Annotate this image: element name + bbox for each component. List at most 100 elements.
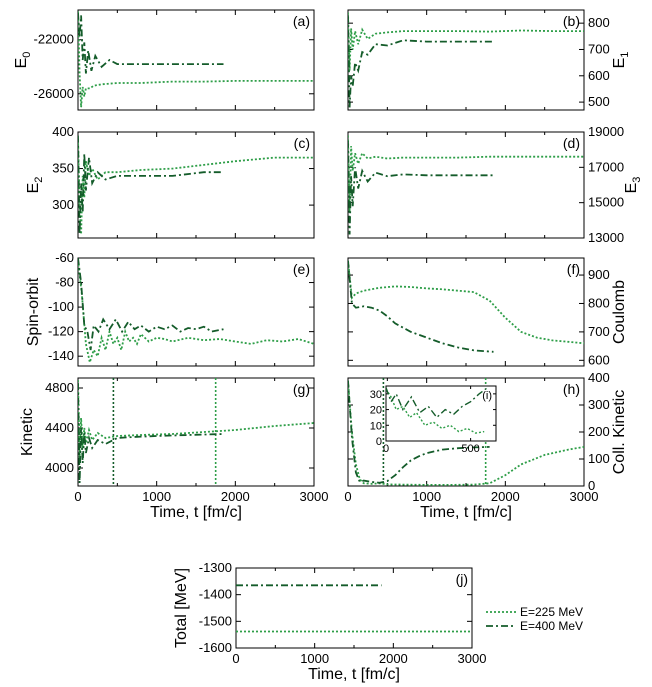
y-axis-label: E1 — [611, 52, 631, 69]
series-line-e225 — [348, 380, 584, 486]
y-axis-label: E3 — [623, 177, 643, 194]
series-group — [78, 258, 314, 366]
panel-label: (h) — [563, 381, 580, 397]
series-group — [348, 380, 584, 486]
y-tick-label: 400 — [52, 124, 74, 139]
y-axis-label-sub: 3 — [631, 177, 643, 183]
chart-panel-a: -26000 -22000 (a) E0 — [13, 9, 315, 111]
x-axis-label: Time, t [fm/c] — [420, 504, 512, 521]
chart-panel-b: 500 600 700 800 (b) E1 — [347, 9, 631, 111]
plot-frame — [347, 131, 585, 239]
chart-panel-j: -1600 -1500 -1400 -1300 0 1000 2000 3000 (j) Tota… — [173, 560, 583, 683]
plot-frame — [347, 9, 585, 111]
y-axis-label-main: E — [13, 58, 30, 69]
chart-panel-c: 300 350 400 (c) E2 — [25, 124, 315, 239]
y-axis-label-main: Total [MeV] — [173, 568, 190, 648]
x-tick-label: 1000 — [142, 489, 171, 504]
y-axis-label: Total [MeV] — [173, 568, 190, 648]
y-axis-label: E2 — [25, 177, 45, 194]
y-tick-label: 800 — [588, 295, 610, 310]
series-line-e400 — [78, 135, 224, 235]
panel-label: (c) — [294, 135, 310, 151]
y-axis-label: Spin-orbit — [25, 277, 42, 346]
y-tick-label: -100 — [48, 299, 74, 314]
y-tick-label: -1500 — [199, 613, 232, 628]
y-axis-label-main: Coll. Kinetic — [611, 390, 628, 474]
y-axis-label-main: Coulomb — [611, 280, 628, 344]
panel-label: (a) — [293, 13, 310, 29]
plot-frame — [235, 567, 473, 649]
x-tick-label: 0 — [74, 489, 81, 504]
series-group — [78, 11, 314, 108]
panel-label: (e) — [293, 261, 310, 277]
y-axis-label-main: E — [623, 183, 640, 194]
x-tick-label: 3000 — [570, 489, 599, 504]
y-tick-label: 200 — [588, 424, 610, 439]
series-group — [386, 387, 488, 434]
y-tick-label: -120 — [48, 324, 74, 339]
series-line-e400 — [348, 140, 494, 235]
y-tick-label: -22000 — [34, 32, 74, 47]
panel-label: (b) — [563, 13, 580, 29]
series-line-e225 — [386, 388, 485, 434]
y-tick-label: 17000 — [588, 159, 624, 174]
y-tick-label: 100 — [588, 451, 610, 466]
x-axis-label: Time, t [fm/c] — [150, 504, 242, 521]
y-tick-label: -1600 — [199, 640, 232, 655]
x-tick-label: 0 — [344, 489, 351, 504]
y-tick-label: 350 — [52, 161, 74, 176]
chart-panel-d: 13000 15000 17000 19000 (d) E3 — [347, 124, 643, 245]
y-tick-label: 900 — [588, 267, 610, 282]
panel-label: (f) — [567, 261, 580, 277]
y-tick-label: 4800 — [45, 380, 74, 395]
y-tick-label: 600 — [588, 352, 610, 367]
y-axis-label-main: E — [25, 183, 42, 194]
y-tick-label: 10 — [370, 420, 382, 432]
x-tick-label: 2000 — [221, 489, 250, 504]
series-line-e225 — [348, 12, 584, 71]
panel-label: (i) — [482, 390, 492, 402]
series-group — [78, 135, 314, 235]
y-axis-label: Coulomb — [611, 280, 628, 344]
series-line-e400 — [78, 382, 224, 484]
x-tick-label: 1000 — [412, 489, 441, 504]
x-tick-label: 2000 — [379, 651, 408, 666]
y-tick-label: 300 — [52, 197, 74, 212]
y-tick-label: 700 — [588, 324, 610, 339]
y-tick-label: 20 — [370, 405, 382, 417]
y-axis-label: E0 — [13, 52, 33, 69]
y-tick-label: 700 — [588, 41, 610, 56]
series-line-e400 — [78, 258, 224, 351]
legend-label-e225: E=225 MeV — [520, 605, 583, 619]
series-line-e225 — [78, 11, 314, 108]
series-line-e400 — [386, 387, 488, 419]
y-axis-label-main: Spin-orbit — [25, 277, 42, 346]
plot-frame — [77, 9, 315, 111]
y-axis-label: Kinetic — [19, 408, 36, 456]
y-tick-label: 15000 — [588, 195, 624, 210]
x-tick-label: 500 — [461, 443, 479, 455]
y-axis-label-sub: 1 — [619, 52, 631, 58]
y-tick-label: 800 — [588, 15, 610, 30]
series-group — [348, 135, 584, 235]
y-tick-label: -1400 — [199, 587, 232, 602]
plot-frame — [77, 131, 315, 239]
chart-panel-f: 600 700 800 900 (f) Coulomb — [347, 257, 628, 367]
y-axis-label: Coll. Kinetic — [611, 390, 628, 474]
panel-label: (j) — [456, 571, 468, 587]
series-group — [348, 12, 584, 108]
series-line-e225 — [348, 260, 584, 345]
series-group — [236, 584, 472, 633]
y-tick-label: 19000 — [588, 124, 624, 139]
y-axis-label-sub: 0 — [21, 52, 33, 58]
chart-panel-g: 4000 4400 4800 0 1000 2000 3000 (g) Kinetic Time,… — [19, 377, 328, 521]
x-tick-label: 0 — [383, 443, 389, 455]
series-line-e400 — [348, 260, 494, 353]
plot-frame — [347, 257, 585, 367]
series-line-e225 — [78, 260, 314, 366]
series-group — [348, 260, 584, 353]
y-tick-label: 30 — [370, 389, 382, 401]
y-tick-label: -60 — [55, 250, 74, 265]
